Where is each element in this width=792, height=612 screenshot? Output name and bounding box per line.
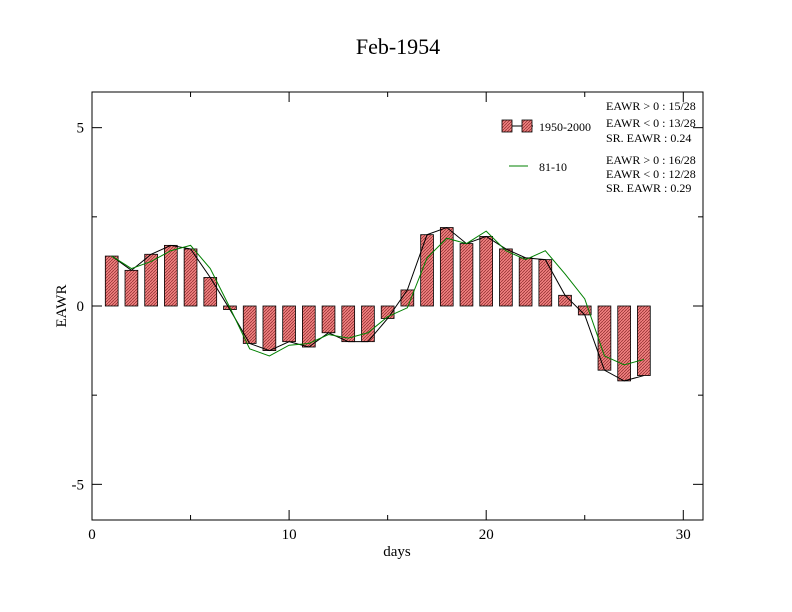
x-axis-label: days [383,544,411,560]
bar [597,305,612,371]
bar [321,305,336,334]
x-tick-label: 20 [479,527,494,543]
bar-series [104,227,651,382]
bar [538,259,553,307]
legend-swatch-1950-2000-left [501,119,513,133]
bar [499,248,513,307]
stat-sr-1950-2000: SR. EAWR : 0.24 [606,131,691,145]
legend-label-1950-2000: 1950-2000 [539,120,591,134]
stat-negative-81-10: EAWR < 0 : 12/28 [606,167,696,181]
x-tick-label: 10 [282,527,297,543]
bar [104,255,119,307]
stat-positive-1950-2000: EAWR > 0 : 15/28 [606,99,696,113]
chart-title: Feb-1954 [356,34,440,59]
x-tick-label: 0 [88,527,96,543]
bar [124,269,139,307]
stat-positive-81-10: EAWR > 0 : 16/28 [606,153,696,167]
stats-block-81-10: EAWR > 0 : 16/28 EAWR < 0 : 12/28 SR. EA… [606,153,696,195]
bar [203,277,218,307]
stat-sr-81-10: SR. EAWR : 0.29 [606,181,691,195]
bar [164,244,178,307]
axis-ticks: 0 10 20 30 -5 0 5 [72,92,703,543]
bar [242,305,257,344]
stat-negative-1950-2000: EAWR < 0 : 13/28 [606,116,696,130]
bar [262,305,277,351]
legend-swatch-1950-2000-right [521,119,533,133]
line-series [111,226,645,382]
y-tick-label: 5 [77,121,85,137]
bar [479,236,493,307]
x-tick-label: 30 [676,527,691,543]
bar [341,305,356,343]
stats-block-1950-2000: EAWR > 0 : 15/28 EAWR < 0 : 13/28 SR. EA… [606,99,696,145]
y-axis-label: EAWR [54,285,70,328]
line-1950-2000 [111,226,645,382]
bar [400,289,415,307]
bar [637,305,651,376]
bar [518,257,533,307]
bar [144,253,158,307]
bar [183,248,198,307]
y-tick-label: 0 [77,299,85,315]
legend: 1950-2000 81-10 [501,119,591,174]
bar [459,243,474,307]
line-81-10 [111,230,645,366]
bar [282,305,296,343]
bar [617,305,631,382]
bar [558,294,572,307]
legend-label-81-10: 81-10 [539,160,567,174]
bar [302,305,316,348]
y-tick-label: -5 [72,477,85,493]
